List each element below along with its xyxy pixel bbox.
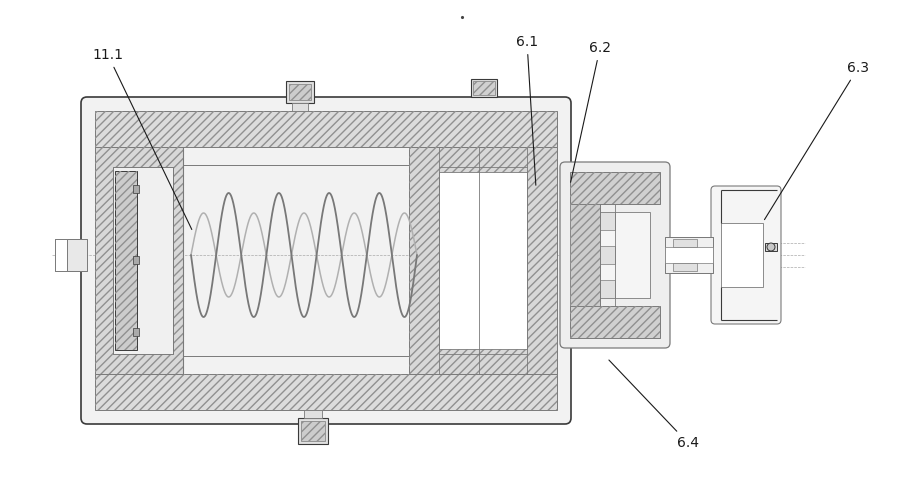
Text: 6.1: 6.1 [516,35,538,185]
Bar [673,263,697,271]
Bar [113,167,173,354]
Bar [292,103,308,111]
FancyBboxPatch shape [711,186,781,324]
Bar [570,306,660,338]
Circle shape [767,243,775,251]
Bar [95,111,557,147]
Bar [95,111,557,147]
Bar [55,239,87,271]
Bar [298,418,328,444]
Bar [409,147,557,374]
Bar [473,81,495,95]
Bar [95,374,557,410]
Bar [286,81,314,103]
Text: 6.3: 6.3 [765,61,869,220]
Bar [115,171,137,350]
Bar [600,212,650,298]
Bar [570,204,600,306]
Bar [301,421,325,441]
Bar [665,247,713,263]
FancyBboxPatch shape [560,162,670,348]
FancyBboxPatch shape [81,97,571,424]
Bar [289,84,311,100]
Bar [473,81,495,95]
Bar [570,306,660,338]
Bar [95,147,183,374]
Bar [95,147,183,374]
Bar [570,204,600,306]
Bar [439,172,527,349]
Bar [721,223,763,287]
Bar [765,243,777,251]
Bar [409,147,557,374]
Bar [471,79,497,97]
Bar [133,256,139,264]
Bar [570,172,660,204]
Bar [301,421,325,441]
Text: 6.4: 6.4 [609,360,699,450]
Bar [289,84,311,100]
Bar [665,237,713,273]
Bar [115,171,137,350]
Bar [133,185,139,193]
Bar [673,239,697,247]
Text: 6.2: 6.2 [571,41,611,183]
Text: 11.1: 11.1 [93,48,192,230]
Bar [600,280,615,298]
Bar [600,246,615,264]
Bar [95,374,557,410]
Bar [600,212,615,230]
Bar [133,328,139,336]
Bar [55,239,67,271]
Bar [304,410,322,418]
Bar [570,172,660,204]
